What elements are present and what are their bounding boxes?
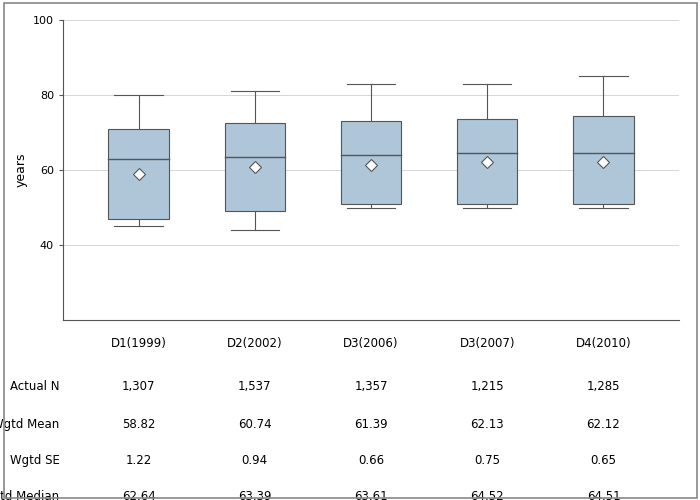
Text: D3(2006): D3(2006) [343,337,399,350]
Text: D3(2007): D3(2007) [459,337,515,350]
Bar [108,128,169,219]
Text: D4(2010): D4(2010) [575,337,631,350]
Text: D1(1999): D1(1999) [111,337,167,350]
Text: 64.52: 64.52 [470,490,504,500]
Text: 58.82: 58.82 [122,418,155,431]
Text: 64.51: 64.51 [587,490,620,500]
Text: 0.65: 0.65 [591,454,617,467]
Bar [341,121,401,204]
Y-axis label: years: years [15,153,27,187]
Text: 62.12: 62.12 [587,418,620,431]
Text: 61.39: 61.39 [354,418,388,431]
Text: 0.66: 0.66 [358,454,384,467]
Text: 1.22: 1.22 [125,454,152,467]
Text: 1,285: 1,285 [587,380,620,393]
Bar [225,123,285,211]
Text: 0.94: 0.94 [241,454,268,467]
Text: 1,357: 1,357 [354,380,388,393]
Text: Wgtd SE: Wgtd SE [10,454,60,467]
Text: D2(2002): D2(2002) [227,337,283,350]
Text: Actual N: Actual N [10,380,60,393]
Bar [457,120,517,204]
Text: Wgtd Median: Wgtd Median [0,490,60,500]
Text: 0.75: 0.75 [474,454,500,467]
Text: 63.61: 63.61 [354,490,388,500]
Text: 62.64: 62.64 [122,490,155,500]
Text: 60.74: 60.74 [238,418,272,431]
Text: 62.13: 62.13 [470,418,504,431]
Text: Wgtd Mean: Wgtd Mean [0,418,60,431]
Bar [573,116,634,204]
Text: 1,537: 1,537 [238,380,272,393]
Text: 63.39: 63.39 [238,490,272,500]
Text: 1,307: 1,307 [122,380,155,393]
Text: 1,215: 1,215 [470,380,504,393]
